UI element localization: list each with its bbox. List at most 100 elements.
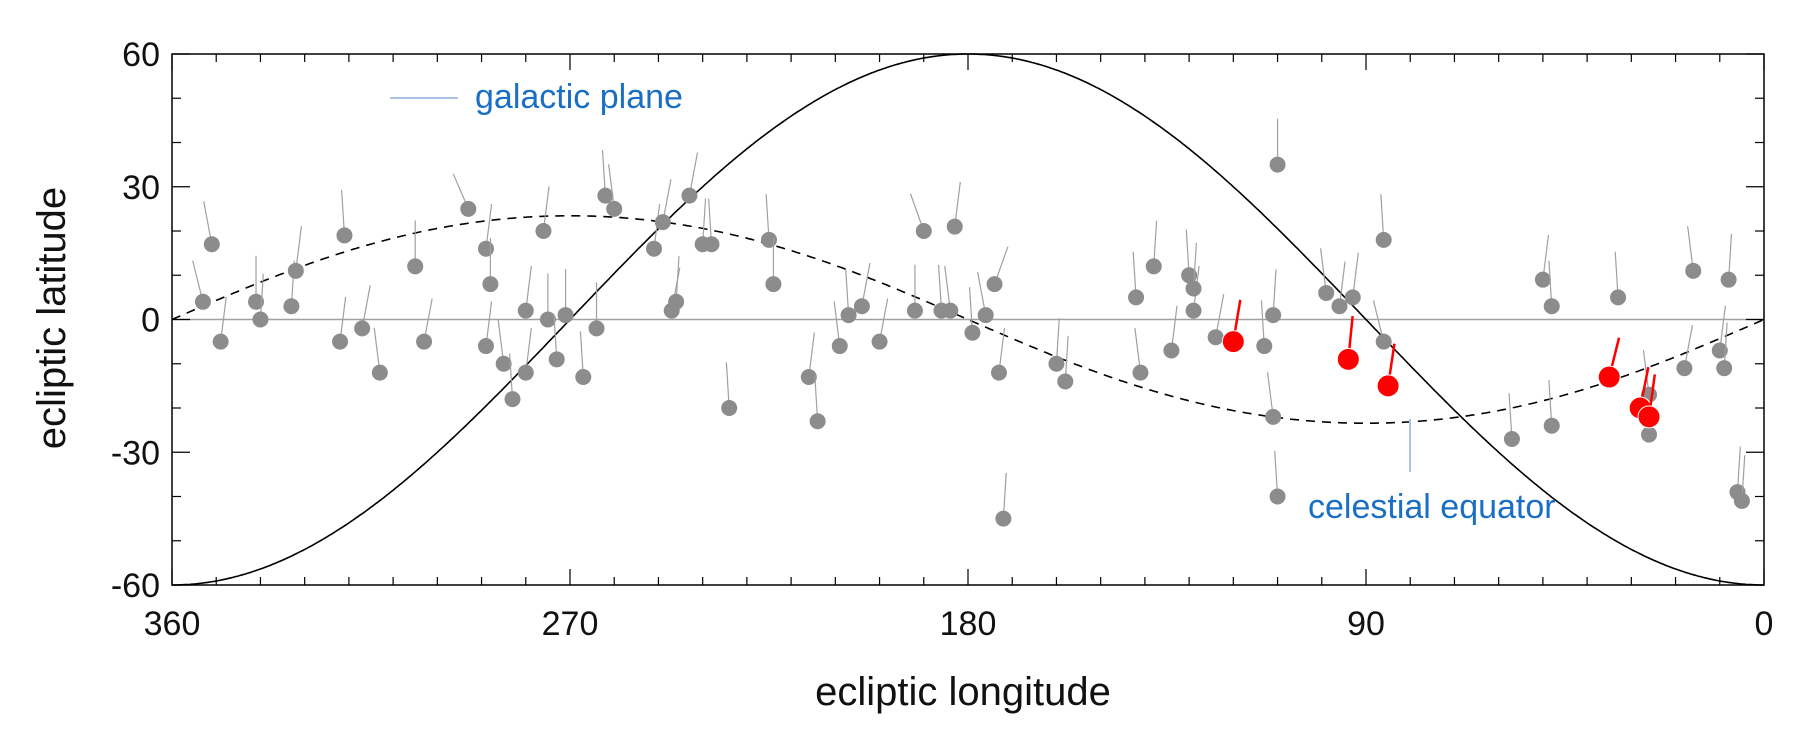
gray-data-point — [1610, 289, 1627, 306]
red-data-point — [1221, 330, 1245, 354]
gray-data-point — [1375, 231, 1392, 248]
gray-data-point — [248, 293, 265, 310]
gray-data-point — [504, 391, 521, 408]
gray-data-point — [942, 302, 959, 319]
red-data-point — [1637, 405, 1661, 429]
gray-data-point — [1269, 156, 1286, 173]
gray-data-point — [1375, 333, 1392, 350]
gray-data-point — [946, 218, 963, 235]
gray-data-point — [668, 293, 685, 310]
gray-data-point — [539, 311, 556, 328]
gray-data-point — [1685, 262, 1702, 279]
gray-data-point — [1318, 284, 1335, 301]
gray-data-point — [1048, 355, 1065, 372]
x-tick-label: 90 — [1347, 605, 1385, 643]
gray-data-point — [482, 276, 499, 293]
y-tick-label: 0 — [141, 302, 160, 340]
gray-data-point — [1720, 271, 1737, 288]
gray-data-point — [654, 214, 671, 231]
y-tick-label: -30 — [111, 434, 160, 472]
gray-data-point — [1185, 280, 1202, 297]
gray-data-point — [1265, 307, 1282, 324]
gray-data-point — [1503, 430, 1520, 447]
gray-data-point — [977, 307, 994, 324]
gray-data-point — [1543, 417, 1560, 434]
gray-data-point — [212, 333, 229, 350]
axis-ticks: 360 270 180 90 0 60 30 0 -30 -60 — [111, 36, 1774, 643]
gray-data-point — [761, 231, 777, 248]
red-data-point — [1597, 365, 1621, 389]
gray-data-point — [646, 240, 663, 257]
y-axis-title: ecliptic latitude — [30, 187, 74, 449]
gray-data-point — [575, 369, 592, 386]
galactic-plane-label: galactic plane — [475, 78, 683, 116]
y-tick-label: -60 — [111, 567, 160, 605]
gray-data-point — [1534, 271, 1551, 288]
gray-data-point — [371, 364, 388, 381]
gray-data-point — [354, 320, 371, 337]
gray-data-point — [557, 307, 574, 324]
gray-data-point — [252, 311, 269, 328]
gray-data-point — [1331, 298, 1348, 315]
gray-data-point — [1256, 338, 1273, 355]
gray-data-point — [1641, 426, 1658, 443]
x-tick-label: 360 — [144, 605, 201, 643]
gray-data-point — [517, 364, 534, 381]
x-axis-title: ecliptic longitude — [815, 670, 1111, 714]
gray-data-point — [332, 333, 349, 350]
gray-data-point — [517, 302, 534, 319]
red-data-point — [1336, 347, 1360, 371]
gray-data-point — [964, 324, 981, 341]
gray-data-point — [1181, 267, 1198, 284]
gray-data-point — [1733, 492, 1750, 509]
gray-data-point — [416, 333, 433, 350]
gray-data-point — [1711, 342, 1728, 359]
gray-data-point — [765, 276, 782, 293]
gray-data-point — [1132, 364, 1149, 381]
gray-data-point — [1128, 289, 1145, 306]
gray-data-point — [336, 227, 353, 244]
celestial-equator-curve — [171, 215, 1765, 424]
gray-data-point — [1269, 488, 1286, 505]
gray-data-point — [407, 258, 424, 275]
gray-data-point — [853, 298, 870, 315]
gray-data-point — [840, 307, 857, 324]
gray-data-point — [1163, 342, 1180, 359]
red-data-point — [1376, 374, 1400, 398]
gray-data-point — [460, 200, 477, 217]
x-tick-label: 270 — [542, 605, 599, 643]
gray-data-point — [606, 200, 623, 217]
gray-data-point — [548, 351, 565, 368]
gray-data-point — [703, 236, 720, 253]
gray-data-point — [1057, 373, 1074, 390]
gray-data-point — [906, 302, 923, 319]
x-tick-label: 0 — [1755, 605, 1774, 643]
gray-data-point — [800, 369, 817, 386]
gray-data-point — [477, 338, 494, 355]
y-tick-label: 60 — [122, 36, 160, 74]
gray-data-point — [1344, 289, 1361, 306]
gray-data-point — [831, 338, 848, 355]
gray-data-point — [995, 510, 1012, 527]
gray-data-point — [1185, 302, 1202, 319]
gray-data-point — [535, 223, 552, 239]
gray-data-point — [1207, 329, 1224, 346]
gray-data-point — [1265, 408, 1282, 425]
gray-data-point — [194, 293, 211, 310]
gray-data-point — [1543, 298, 1560, 315]
gray-data-point — [203, 236, 220, 253]
gray-data-point — [1145, 258, 1162, 275]
gray-data-point — [986, 276, 1003, 293]
gray-data-point — [588, 320, 605, 337]
gray-data-point — [283, 298, 300, 315]
gray-data-point — [721, 400, 738, 416]
gray-data-point — [990, 364, 1007, 381]
gray-data-point — [681, 187, 698, 204]
gray-data-point — [477, 240, 494, 257]
gray-data-point — [495, 355, 512, 372]
x-tick-label: 180 — [940, 605, 997, 643]
gray-data-point — [915, 223, 932, 239]
gray-data-point — [809, 413, 826, 430]
gray-data-point — [1676, 360, 1693, 377]
